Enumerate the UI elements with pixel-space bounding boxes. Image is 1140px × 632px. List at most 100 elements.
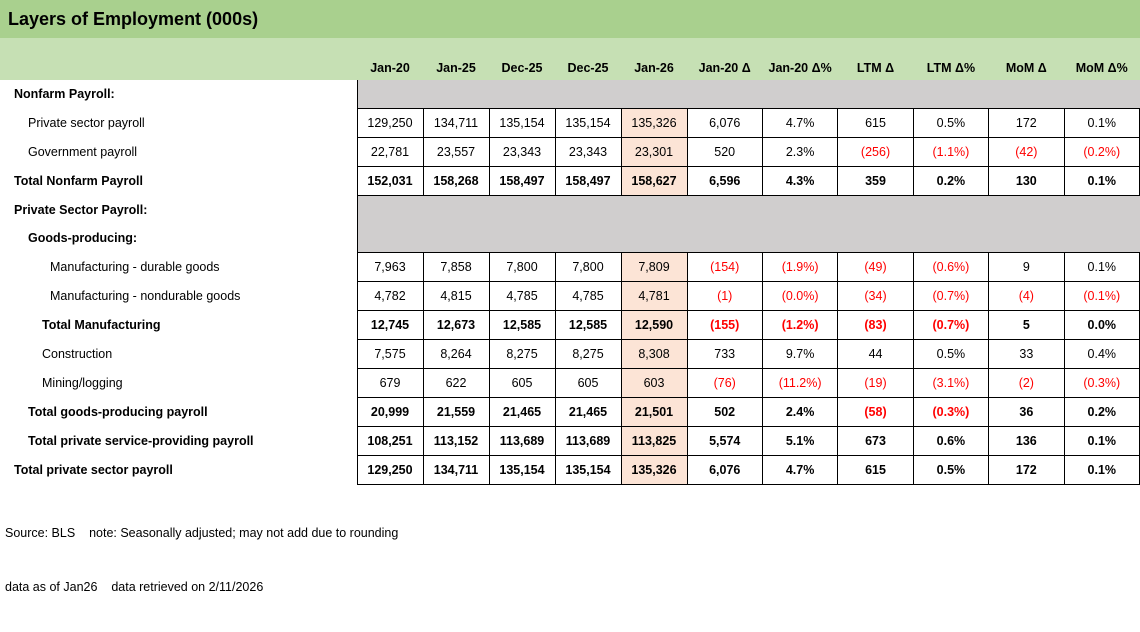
data-cell: (0.7%) — [912, 281, 990, 311]
data-cell: 8,308 — [620, 339, 688, 369]
report-title-bar: Layers of Employment (000s) — [0, 0, 1140, 38]
data-cell: 9.7% — [761, 339, 839, 369]
data-cell: 135,326 — [620, 108, 688, 138]
data-cell: 36 — [988, 397, 1065, 427]
data-cell: (155) — [686, 310, 763, 340]
column-header: Jan-26 — [621, 38, 687, 80]
data-cell: (256) — [837, 137, 914, 167]
data-cell: 7,809 — [620, 252, 688, 282]
data-cell: 12,745 — [356, 310, 424, 340]
data-cell: 136 — [988, 426, 1065, 456]
data-cell: 113,689 — [488, 426, 556, 456]
data-cell: 9 — [988, 252, 1065, 282]
data-cell: 113,152 — [422, 426, 490, 456]
data-cell: 7,963 — [356, 252, 424, 282]
data-cell: (0.1%) — [1063, 281, 1140, 311]
table-row: Construction 7,575 8,264 8,275 8,275 8,308 733… — [0, 339, 1140, 369]
section-spacer — [356, 80, 1140, 109]
data-cell: 2.4% — [761, 397, 839, 427]
section-spacer — [356, 224, 1140, 253]
data-cell: 615 — [837, 455, 914, 485]
data-cell: 33 — [988, 339, 1065, 369]
data-cell: 44 — [837, 339, 914, 369]
data-cell: 0.6% — [912, 426, 990, 456]
data-cell: 0.5% — [912, 339, 990, 369]
data-cell: (0.0%) — [761, 281, 839, 311]
table-row: Goods-producing: — [0, 224, 1140, 253]
data-cell: 520 — [686, 137, 763, 167]
data-cell: 0.0% — [1063, 310, 1140, 340]
data-cell: 6,076 — [686, 108, 763, 138]
data-cell: 135,154 — [554, 455, 622, 485]
data-cell: (76) — [686, 368, 763, 398]
data-cell: 622 — [422, 368, 490, 398]
report-title: Layers of Employment (000s) — [8, 8, 259, 29]
data-cell: 134,711 — [422, 108, 490, 138]
data-cell: 23,557 — [422, 137, 490, 167]
data-cell: 22,781 — [356, 137, 424, 167]
table-row: Mining/logging 679 622 605 605 603 (76) (11.2%)… — [0, 368, 1140, 398]
data-cell: 4.3% — [761, 166, 839, 196]
data-cell: 129,250 — [356, 108, 424, 138]
data-cell: 605 — [554, 368, 622, 398]
data-cell: (58) — [837, 397, 914, 427]
data-cell: 0.4% — [1063, 339, 1140, 369]
table-row: Total private service-providing payroll 1… — [0, 426, 1140, 456]
data-cell: 5.1% — [761, 426, 839, 456]
data-cell: 134,711 — [422, 455, 490, 485]
row-label: Total private service-providing payroll — [28, 434, 254, 448]
data-cell: 5,574 — [686, 426, 763, 456]
data-cell: 135,154 — [554, 108, 622, 138]
data-cell: 8,275 — [488, 339, 556, 369]
data-cell: 108,251 — [356, 426, 424, 456]
data-cell: 23,301 — [620, 137, 688, 167]
data-cell: 21,465 — [554, 397, 622, 427]
row-label: Nonfarm Payroll: — [14, 87, 115, 102]
table-row: Total goods-producing payroll 20,999 21,55… — [0, 397, 1140, 427]
data-cell: 5 — [988, 310, 1065, 340]
data-cell: (42) — [988, 137, 1065, 167]
data-cell: (1) — [686, 281, 763, 311]
column-header: Jan-20 Δ — [687, 38, 763, 80]
row-label: Government payroll — [28, 145, 138, 159]
column-header: LTM Δ% — [913, 38, 989, 80]
data-cell: 4.7% — [761, 455, 839, 485]
data-cell: (83) — [837, 310, 914, 340]
data-cell: 23,343 — [488, 137, 556, 167]
data-cell: (11.2%) — [761, 368, 839, 398]
data-cell: 6,076 — [686, 455, 763, 485]
data-cell: 605 — [488, 368, 556, 398]
data-cell: (0.6%) — [912, 252, 990, 282]
data-cell: 0.1% — [1063, 455, 1140, 485]
row-label: Private Sector Payroll: — [14, 202, 148, 217]
data-cell: 0.1% — [1063, 108, 1140, 138]
data-cell: 673 — [837, 426, 914, 456]
data-cell: 8,264 — [422, 339, 490, 369]
data-cell: 733 — [686, 339, 763, 369]
data-cell: 0.1% — [1063, 252, 1140, 282]
data-cell: 21,559 — [422, 397, 490, 427]
column-header: MoM Δ% — [1064, 38, 1140, 80]
data-cell: 7,858 — [422, 252, 490, 282]
table-row: Nonfarm Payroll: — [0, 80, 1140, 109]
table-row: Total Nonfarm Payroll 152,031 158,268 158,4… — [0, 166, 1140, 196]
data-cell: 615 — [837, 108, 914, 138]
row-label: Total goods-producing payroll — [28, 405, 208, 419]
data-cell: (4) — [988, 281, 1065, 311]
data-cell: 113,689 — [554, 426, 622, 456]
data-cell: 158,497 — [488, 166, 556, 196]
data-cell: 4,781 — [620, 281, 688, 311]
column-header: Dec-25 — [555, 38, 621, 80]
source-note: Source: BLS note: Seasonally adjusted; m… — [5, 526, 399, 540]
row-label: Goods-producing: — [28, 231, 138, 246]
data-cell: 0.1% — [1063, 166, 1140, 196]
data-cell: 158,268 — [422, 166, 490, 196]
table-row: Manufacturing - nondurable goods 4,782 4,8… — [0, 281, 1140, 311]
row-label: Manufacturing - nondurable goods — [50, 289, 241, 303]
data-cell: 4,782 — [356, 281, 424, 311]
data-cell: (0.7%) — [912, 310, 990, 340]
data-cell: 135,154 — [488, 455, 556, 485]
column-header: Jan-20 — [357, 38, 423, 80]
data-cell: (19) — [837, 368, 914, 398]
